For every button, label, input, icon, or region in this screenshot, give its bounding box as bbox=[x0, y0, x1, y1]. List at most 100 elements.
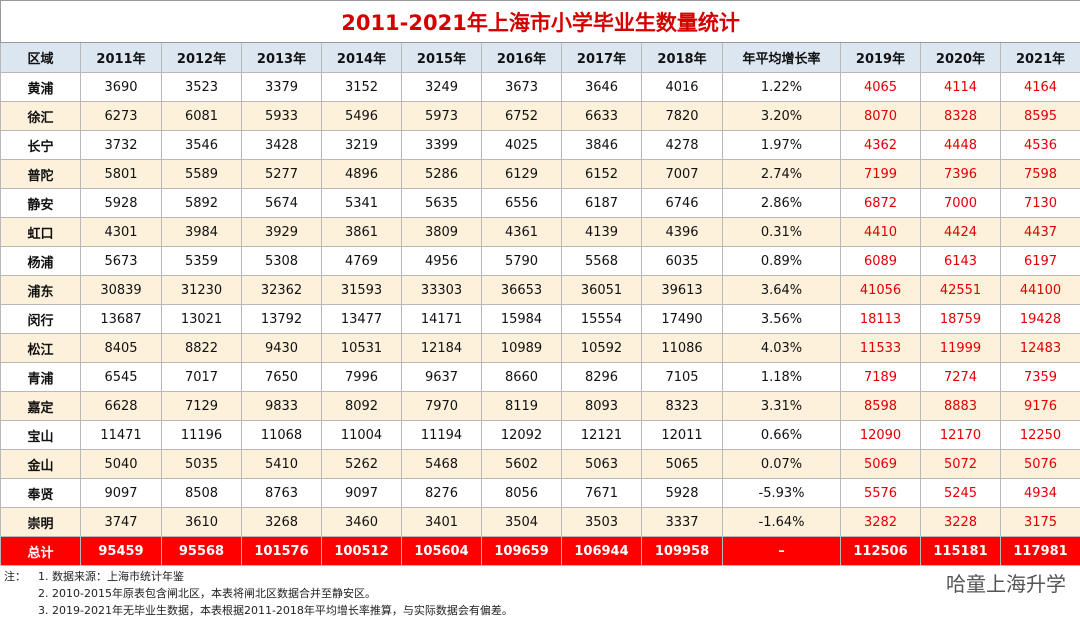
total-cell: 117981 bbox=[999, 536, 1080, 566]
cell: 4025 bbox=[481, 130, 562, 160]
cell: 6633 bbox=[561, 101, 642, 131]
table-row: 浦东 30839 31230 32362 31593 33303 36653 36051 396… bbox=[0, 275, 1080, 305]
column-header: 2016年 bbox=[481, 42, 562, 73]
table-row: 青浦 6545 7017 7650 7996 9637 8660 8296 7105 1.18% 7… bbox=[0, 362, 1080, 392]
cell: 5065 bbox=[641, 449, 723, 479]
cell: 3399 bbox=[401, 130, 482, 160]
cell: 3747 bbox=[80, 507, 162, 537]
cell: 4278 bbox=[641, 130, 723, 160]
cell: 6152 bbox=[561, 159, 642, 189]
cell: 13021 bbox=[161, 304, 242, 334]
cell: 6872 bbox=[840, 188, 921, 218]
column-header: 2013年 bbox=[241, 42, 322, 73]
cell: 0.31% bbox=[722, 217, 841, 247]
cell: 黄浦 bbox=[0, 72, 81, 102]
cell: 徐汇 bbox=[0, 101, 81, 131]
cell: 4.03% bbox=[722, 333, 841, 363]
cell: 3152 bbox=[321, 72, 402, 102]
cell: 3984 bbox=[161, 217, 242, 247]
total-cell: 101576 bbox=[241, 536, 322, 566]
cell: 7017 bbox=[161, 362, 242, 392]
cell: 2.86% bbox=[722, 188, 841, 218]
cell: 12250 bbox=[999, 420, 1080, 450]
cell: 0.89% bbox=[722, 246, 841, 276]
column-header: 2021年 bbox=[999, 42, 1080, 73]
cell: 13792 bbox=[241, 304, 322, 334]
cell: 11068 bbox=[241, 420, 322, 450]
cell: 4139 bbox=[561, 217, 642, 247]
total-cell: 105604 bbox=[401, 536, 482, 566]
cell: 11194 bbox=[401, 420, 482, 450]
cell: 3809 bbox=[401, 217, 482, 247]
cell: 5602 bbox=[481, 449, 562, 479]
cell: 3646 bbox=[561, 72, 642, 102]
cell: 8119 bbox=[481, 391, 562, 421]
cell: 2.74% bbox=[722, 159, 841, 189]
cell: 3428 bbox=[241, 130, 322, 160]
cell: 8508 bbox=[161, 478, 242, 508]
cell: 5308 bbox=[241, 246, 322, 276]
cell: 5072 bbox=[920, 449, 1001, 479]
table-row: 黄浦 3690 3523 3379 3152 3249 3673 3646 4016 1.22% 4… bbox=[0, 72, 1080, 102]
column-header: 2020年 bbox=[920, 42, 1001, 73]
cell: -1.64% bbox=[722, 507, 841, 537]
cell: 5286 bbox=[401, 159, 482, 189]
cell: 8660 bbox=[481, 362, 562, 392]
cell: 3.56% bbox=[722, 304, 841, 334]
cell: 17490 bbox=[641, 304, 723, 334]
cell: 13477 bbox=[321, 304, 402, 334]
cell: 4934 bbox=[999, 478, 1080, 508]
cell: 7274 bbox=[920, 362, 1001, 392]
total-cell: 115181 bbox=[920, 536, 1001, 566]
cell: 12483 bbox=[999, 333, 1080, 363]
cell: 4361 bbox=[481, 217, 562, 247]
total-cell: 109958 bbox=[641, 536, 723, 566]
cell: 4956 bbox=[401, 246, 482, 276]
cell: 7130 bbox=[999, 188, 1080, 218]
notes-lines: 1. 数据来源：上海市统计年鉴 2. 2010-2015年原表包含闸北区，本表将闸… bbox=[38, 568, 738, 619]
total-cell: 95459 bbox=[80, 536, 162, 566]
cell: 5576 bbox=[840, 478, 921, 508]
cell: 7000 bbox=[920, 188, 1001, 218]
cell: 8323 bbox=[641, 391, 723, 421]
cell: 9097 bbox=[80, 478, 162, 508]
cell: 4536 bbox=[999, 130, 1080, 160]
cell: 6273 bbox=[80, 101, 162, 131]
cell: 8822 bbox=[161, 333, 242, 363]
cell: 杨浦 bbox=[0, 246, 81, 276]
cell: 3.20% bbox=[722, 101, 841, 131]
cell: 5262 bbox=[321, 449, 402, 479]
cell: 7996 bbox=[321, 362, 402, 392]
column-header: 2011年 bbox=[80, 42, 162, 73]
notes: 注： 1. 数据来源：上海市统计年鉴 2. 2010-2015年原表包含闸北区，本… bbox=[4, 568, 513, 617]
cell: 36653 bbox=[481, 275, 562, 305]
notes-label: 注： bbox=[4, 570, 26, 583]
column-header: 2017年 bbox=[561, 42, 642, 73]
cell: 11196 bbox=[161, 420, 242, 450]
cell: 3.31% bbox=[722, 391, 841, 421]
table-row: 崇明 3747 3610 3268 3460 3401 3504 3503 3337 -1.64%… bbox=[0, 507, 1080, 537]
cell: 4396 bbox=[641, 217, 723, 247]
table-row: 静安 5928 5892 5674 5341 5635 6556 6187 6746 2.86% 6… bbox=[0, 188, 1080, 218]
cell: 5277 bbox=[241, 159, 322, 189]
cell: 32362 bbox=[241, 275, 322, 305]
cell: 31230 bbox=[161, 275, 242, 305]
cell: 7007 bbox=[641, 159, 723, 189]
cell: 9097 bbox=[321, 478, 402, 508]
cell: 3861 bbox=[321, 217, 402, 247]
cell: 7199 bbox=[840, 159, 921, 189]
cell: 5076 bbox=[999, 449, 1080, 479]
cell: 6545 bbox=[80, 362, 162, 392]
cell: 6129 bbox=[481, 159, 562, 189]
cell: 5589 bbox=[161, 159, 242, 189]
table-row: 金山 5040 5035 5410 5262 5468 5602 5063 5065 0.07% 5… bbox=[0, 449, 1080, 479]
cell: 5801 bbox=[80, 159, 162, 189]
cell: 5973 bbox=[401, 101, 482, 131]
cell: 3.64% bbox=[722, 275, 841, 305]
cell: 8595 bbox=[999, 101, 1080, 131]
cell: 宝山 bbox=[0, 420, 81, 450]
cell: 5468 bbox=[401, 449, 482, 479]
cell: 5673 bbox=[80, 246, 162, 276]
cell: 42551 bbox=[920, 275, 1001, 305]
